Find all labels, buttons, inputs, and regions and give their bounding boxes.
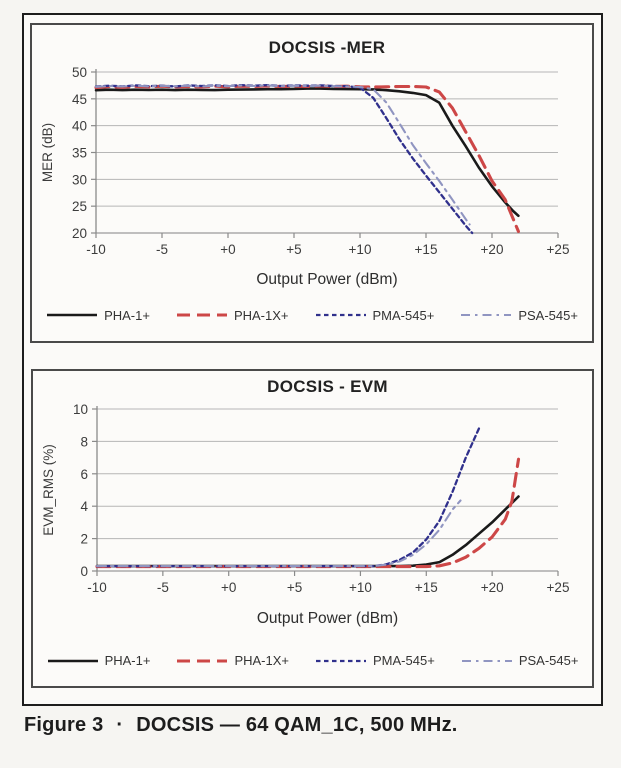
series-curve-pha-1x bbox=[94, 84, 520, 233]
y-tick-label: 6 bbox=[80, 467, 88, 482]
y-tick-label: 45 bbox=[72, 92, 87, 107]
legend-line-swatch-icon bbox=[47, 313, 98, 317]
x-tick-label: +20 bbox=[481, 242, 504, 257]
x-tick-label: +25 bbox=[547, 242, 570, 257]
x-tick-label: +15 bbox=[415, 242, 438, 257]
y-tick-label: 20 bbox=[72, 226, 87, 241]
y-axis-label: MER (dB) bbox=[40, 123, 55, 182]
legend-label: PHA-1X+ bbox=[234, 653, 290, 668]
figure-frame: 20 25 30 35 40 45 50 -10 -5 +0 +5 +10 +15 +20 +25 DOCSI… bbox=[22, 13, 603, 706]
y-tick-label: 30 bbox=[72, 172, 87, 187]
mer-chart: 20 25 30 35 40 45 50 -10 -5 +0 +5 +10 +15 +20 +25 DOCSI… bbox=[40, 38, 570, 288]
evm-chart-box: 0 2 4 6 8 10 -10 -5 +0 +5 +10 +15 +20 +25 DOCSIS - EVM… bbox=[31, 369, 594, 688]
chart-title: DOCSIS - EVM bbox=[267, 377, 388, 396]
x-tick-label: +15 bbox=[415, 580, 438, 595]
legend-item-psa-545: PSA-545+ bbox=[461, 653, 579, 668]
figure-caption: Figure 3 · DOCSIS — 64 QAM_1C, 500 MHz. bbox=[24, 714, 458, 737]
figure-caption-label: Figure 3 bbox=[24, 714, 104, 736]
legend-label: PSA-545+ bbox=[518, 307, 578, 323]
legend-label: PMA-545+ bbox=[372, 307, 435, 323]
x-tick-label: -10 bbox=[86, 242, 106, 257]
x-tick-label: -5 bbox=[156, 242, 168, 257]
legend-line-swatch-icon bbox=[176, 313, 227, 317]
x-axis-label: Output Power (dBm) bbox=[257, 610, 398, 627]
y-tick-label: 4 bbox=[80, 499, 88, 514]
x-tick-label: +0 bbox=[221, 580, 236, 595]
series-curve-pha-1x bbox=[95, 457, 521, 569]
legend-line-swatch-icon bbox=[177, 658, 228, 663]
y-tick-label: 8 bbox=[80, 434, 88, 449]
y-tick-label: 0 bbox=[80, 564, 88, 579]
x-tick-label: +25 bbox=[547, 580, 570, 595]
legend-label: PHA-1+ bbox=[104, 653, 151, 668]
y-tick-label: 25 bbox=[72, 199, 87, 214]
legend-label: PSA-545+ bbox=[518, 653, 579, 668]
mer-legend: PHA-1+ PHA-1X+ PMA-545+ PSA-545+ bbox=[32, 295, 592, 341]
legend-item-pha-1x: PHA-1X+ bbox=[176, 308, 289, 323]
series-curve-pha-1 bbox=[94, 87, 520, 218]
legend-item-pha-1x: PHA-1X+ bbox=[176, 653, 289, 668]
x-axis-label: Output Power (dBm) bbox=[256, 271, 397, 288]
x-tick-label: +5 bbox=[286, 242, 301, 257]
y-axis-label: EVM_RMS (%) bbox=[41, 444, 56, 536]
series-curve-pma-545 bbox=[95, 427, 481, 568]
series-curve-pma-545 bbox=[94, 83, 474, 235]
legend-item-pma-545: PMA-545+ bbox=[315, 653, 435, 668]
x-tick-label: +10 bbox=[349, 242, 372, 257]
y-tick-label: 35 bbox=[72, 146, 87, 161]
evm-chart: 0 2 4 6 8 10 -10 -5 +0 +5 +10 +15 +20 +25 DOCSIS - EVM… bbox=[41, 377, 570, 627]
legend-item-pha-1: PHA-1+ bbox=[47, 653, 151, 668]
y-tick-label: 2 bbox=[80, 532, 88, 547]
legend-line-swatch-icon bbox=[461, 659, 512, 662]
x-tick-label: +0 bbox=[220, 242, 235, 257]
x-tick-label: -10 bbox=[87, 580, 107, 595]
x-tick-label: +5 bbox=[287, 580, 302, 595]
legend-line-swatch-icon bbox=[461, 313, 512, 317]
legend-item-psa-545: PSA-545+ bbox=[460, 308, 578, 323]
x-tick-label: +10 bbox=[349, 580, 372, 595]
legend-label: PMA-545+ bbox=[373, 653, 435, 668]
chart-title: DOCSIS -MER bbox=[269, 38, 386, 57]
legend-line-swatch-icon bbox=[316, 659, 367, 662]
legend-line-swatch-icon bbox=[47, 659, 98, 662]
series-curve-psa-545 bbox=[94, 84, 471, 226]
legend-label: PHA-1+ bbox=[104, 307, 150, 323]
y-tick-label: 10 bbox=[73, 402, 88, 417]
legend-label: PHA-1X+ bbox=[233, 307, 289, 323]
legend-line-swatch-icon bbox=[315, 313, 366, 317]
x-tick-label: +20 bbox=[481, 580, 504, 595]
legend-item-pha-1: PHA-1+ bbox=[46, 308, 150, 323]
x-tick-label: -5 bbox=[157, 580, 169, 595]
y-tick-label: 50 bbox=[72, 65, 87, 80]
evm-legend: PHA-1+ PHA-1X+ PMA-545+ PSA-545+ bbox=[33, 641, 592, 686]
series-curve-psa-545 bbox=[95, 499, 462, 568]
legend-item-pma-545: PMA-545+ bbox=[315, 307, 435, 323]
mer-chart-box: 20 25 30 35 40 45 50 -10 -5 +0 +5 +10 +15 +20 +25 DOCSI… bbox=[30, 23, 594, 343]
figure-caption-title: DOCSIS — 64 QAM_1C, 500 MHz. bbox=[136, 714, 458, 736]
figure-caption-separator: · bbox=[116, 714, 124, 736]
y-tick-label: 40 bbox=[72, 119, 87, 134]
